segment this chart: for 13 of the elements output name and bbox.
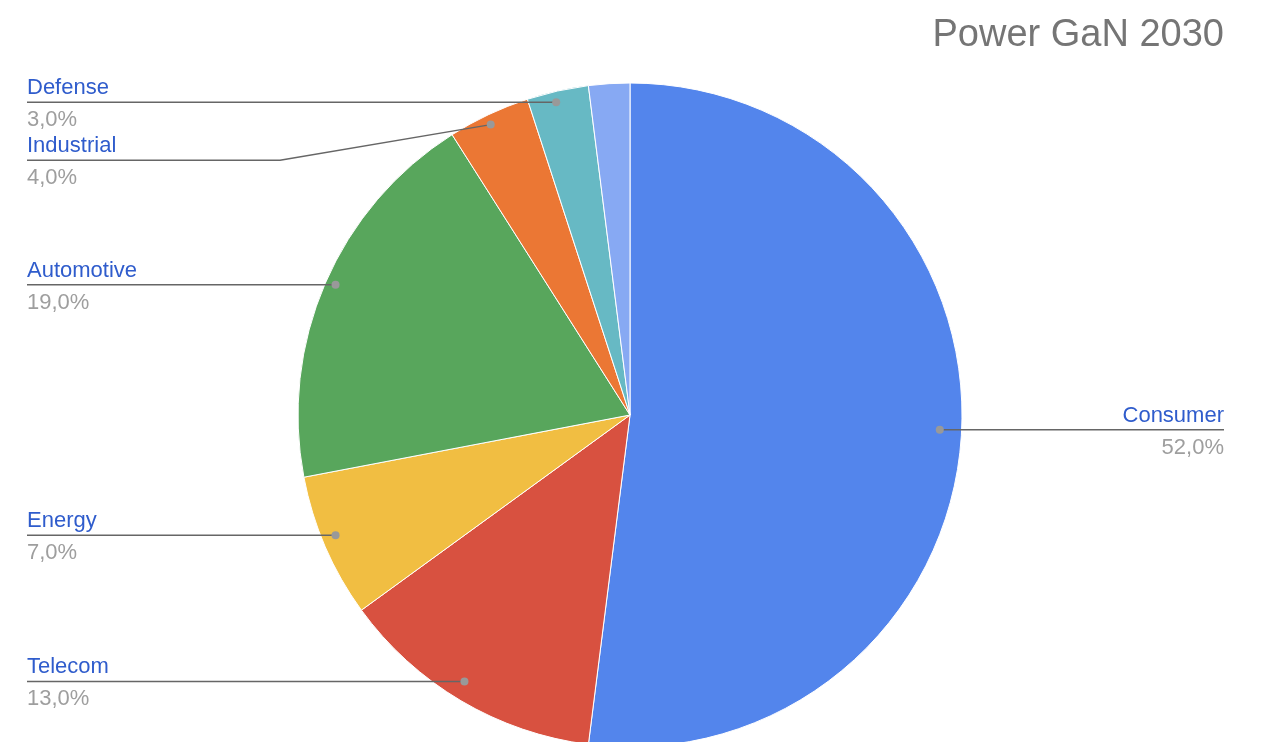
chart-title: Power GaN 2030: [932, 12, 1224, 55]
slice-label: Defense: [27, 74, 109, 100]
data-label: 13,0%: [27, 685, 90, 711]
data-label: 3,0%: [27, 106, 78, 132]
slice-label: Industrial: [27, 132, 117, 158]
data-label: 4,0%: [27, 164, 78, 190]
data-label: 7,0%: [27, 539, 78, 565]
data-label: 52,0%: [1161, 433, 1224, 459]
slice-label: Automotive: [27, 256, 138, 282]
slice-label: Telecom: [27, 653, 109, 679]
slice-label: Energy: [27, 507, 97, 533]
data-label: 19,0%: [27, 288, 90, 314]
slice-label: Consumer: [1122, 401, 1224, 427]
